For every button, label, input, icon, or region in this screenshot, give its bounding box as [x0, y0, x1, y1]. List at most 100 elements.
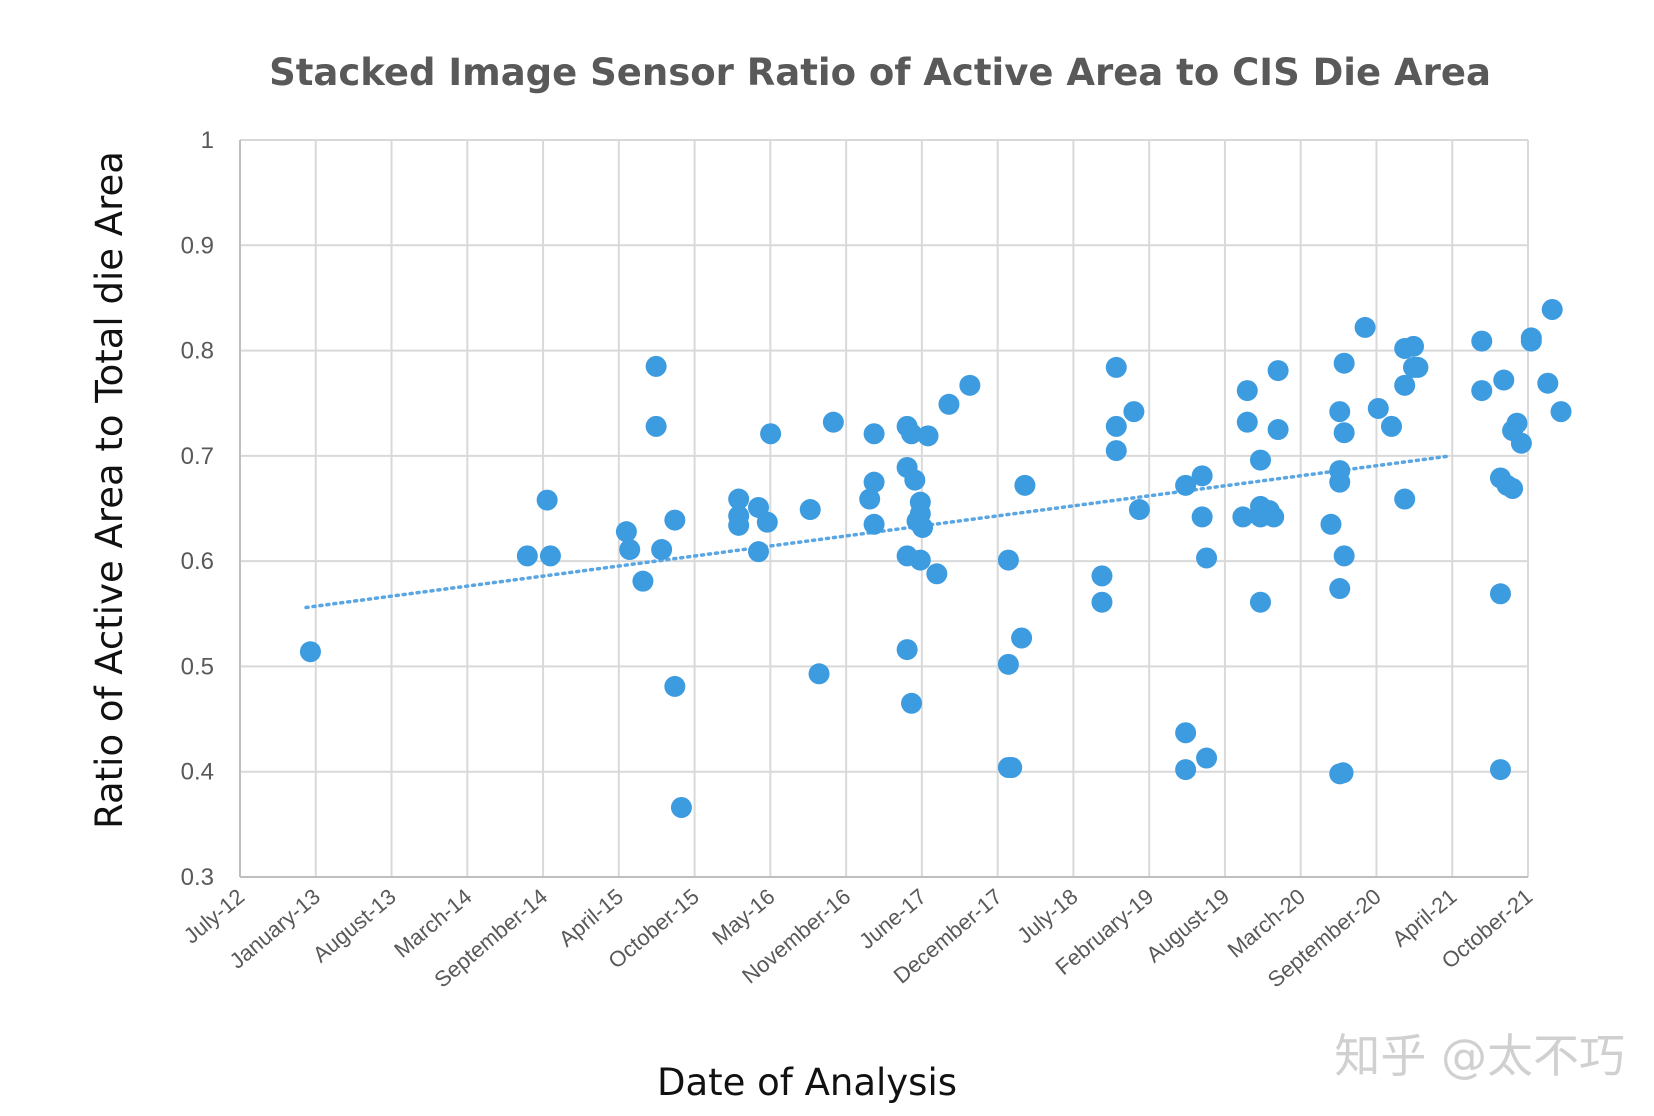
data-point: [800, 499, 821, 520]
data-point: [1014, 475, 1035, 496]
data-point: [1403, 336, 1424, 357]
data-point: [1334, 353, 1355, 374]
data-point: [671, 797, 692, 818]
x-tick-labels: July-12January-13August-13March-14Septem…: [179, 884, 1537, 993]
data-point: [1537, 373, 1558, 394]
data-point: [910, 550, 931, 571]
data-point: [748, 541, 769, 562]
data-point: [809, 663, 830, 684]
data-point: [1394, 375, 1415, 396]
data-point: [1123, 401, 1144, 422]
data-point: [646, 356, 667, 377]
data-point: [1329, 401, 1350, 422]
data-point: [632, 571, 653, 592]
data-point: [1368, 398, 1389, 419]
data-point: [998, 654, 1019, 675]
data-point: [959, 375, 980, 396]
data-point: [1091, 592, 1112, 613]
data-point: [1334, 545, 1355, 566]
data-point: [897, 639, 918, 660]
data-point: [1192, 506, 1213, 527]
x-tick-label: August-13: [308, 884, 401, 968]
data-point: [1129, 499, 1150, 520]
data-point: [760, 423, 781, 444]
scatter-chart: Stacked Image Sensor Ratio of Active Are…: [0, 0, 1654, 1116]
data-point: [918, 425, 939, 446]
data-point: [1237, 412, 1258, 433]
data-point: [664, 510, 685, 531]
data-point: [1493, 370, 1514, 391]
y-tick-label: 0.6: [181, 548, 214, 575]
data-point: [1011, 628, 1032, 649]
data-point: [537, 490, 558, 511]
data-point: [1196, 748, 1217, 769]
x-tick-label: August-19: [1141, 884, 1234, 968]
data-point: [664, 676, 685, 697]
data-point: [864, 514, 885, 535]
data-point: [619, 539, 640, 560]
data-point: [728, 515, 749, 536]
data-point: [938, 394, 959, 415]
data-point: [1175, 722, 1196, 743]
data-point: [1263, 506, 1284, 527]
data-point: [1471, 331, 1492, 352]
y-tick-label: 0.5: [181, 653, 214, 680]
y-tick-label: 1: [201, 127, 214, 154]
y-tick-label: 0.3: [181, 864, 214, 891]
data-point: [300, 641, 321, 662]
data-point: [912, 517, 933, 538]
data-point: [1268, 360, 1289, 381]
data-point: [1320, 514, 1341, 535]
data-point: [1511, 433, 1532, 454]
x-tick-label: April-21: [1387, 884, 1461, 952]
data-point: [1490, 583, 1511, 604]
data-point: [998, 550, 1019, 571]
data-point: [864, 472, 885, 493]
x-tick-label: April-15: [554, 884, 628, 952]
data-point: [1407, 357, 1428, 378]
data-point: [1250, 592, 1271, 613]
data-point: [1329, 578, 1350, 599]
data-point: [1506, 413, 1527, 434]
data-point: [904, 470, 925, 491]
x-axis-label: Date of Analysis: [657, 1061, 957, 1104]
y-tick-label: 0.4: [181, 759, 214, 786]
data-point: [757, 512, 778, 533]
y-tick-label: 0.8: [181, 338, 214, 365]
data-point: [1196, 547, 1217, 568]
data-point: [901, 693, 922, 714]
data-point: [1192, 465, 1213, 486]
data-point: [1333, 762, 1354, 783]
data-point: [1471, 380, 1492, 401]
y-tick-label: 0.9: [181, 232, 214, 259]
data-point: [1551, 401, 1572, 422]
data-point: [1106, 416, 1127, 437]
data-point: [926, 563, 947, 584]
data-point: [1394, 489, 1415, 510]
data-point: [1502, 478, 1523, 499]
x-tick-label: July-18: [1012, 884, 1082, 949]
data-point: [1381, 416, 1402, 437]
data-point: [1237, 380, 1258, 401]
data-point: [1250, 450, 1271, 471]
data-point: [1268, 419, 1289, 440]
data-point: [1334, 422, 1355, 443]
data-point: [517, 545, 538, 566]
data-point: [823, 412, 844, 433]
x-tick-label: May-16: [707, 884, 779, 950]
data-point: [1329, 472, 1350, 493]
data-point: [646, 416, 667, 437]
data-point: [1521, 331, 1542, 352]
data-point: [1001, 757, 1022, 778]
y-axis-label: Ratio of Active Area to Total die Area: [88, 151, 131, 829]
watermark-text: 知乎 @太不巧: [1334, 1029, 1625, 1083]
data-point: [1106, 357, 1127, 378]
chart-title: Stacked Image Sensor Ratio of Active Are…: [269, 51, 1491, 94]
data-point: [540, 545, 561, 566]
data-point: [1106, 440, 1127, 461]
data-point: [1091, 565, 1112, 586]
data-point: [864, 423, 885, 444]
data-point: [1355, 317, 1376, 338]
data-point: [1175, 759, 1196, 780]
data-point: [616, 521, 637, 542]
